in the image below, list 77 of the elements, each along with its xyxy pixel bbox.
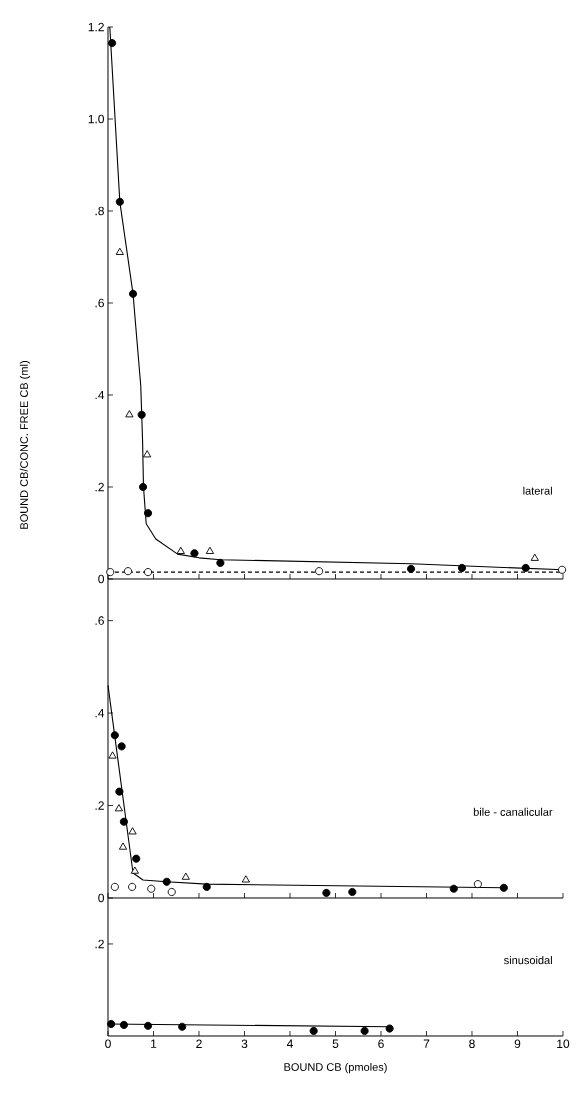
- point: [457, 563, 467, 572]
- x-tick-label: 8: [469, 1039, 475, 1049]
- point: [114, 804, 124, 812]
- point: [125, 410, 134, 418]
- x-tick-label: 2: [196, 1039, 202, 1048]
- y-tick-label: .8: [95, 206, 104, 216]
- annotation: bile - canalicular: [473, 807, 553, 816]
- point: [309, 1026, 318, 1035]
- point: [322, 888, 331, 897]
- point: [115, 197, 124, 206]
- y-tick-label: .2: [95, 801, 104, 810]
- point: [143, 568, 153, 577]
- point: [128, 882, 137, 891]
- point: [499, 883, 508, 892]
- point: [167, 887, 176, 897]
- point: [348, 887, 357, 897]
- x-tick-label: 5: [332, 1039, 339, 1048]
- point: [315, 567, 324, 576]
- point: [360, 1026, 369, 1035]
- x-axis-title: BOUND CB (pmoles): [284, 1062, 387, 1074]
- point: [241, 875, 250, 883]
- point: [143, 450, 152, 458]
- point: [110, 731, 119, 740]
- point: [190, 549, 199, 558]
- point: [216, 558, 225, 567]
- point: [115, 787, 124, 796]
- point: [176, 546, 185, 554]
- point: [110, 882, 119, 891]
- y-tick-label: .6: [95, 616, 104, 625]
- x-tick-label: 7: [423, 1039, 430, 1048]
- point: [107, 1019, 116, 1029]
- point: [119, 817, 128, 826]
- point: [181, 872, 190, 880]
- point: [530, 553, 539, 561]
- x-tick-label: 9: [514, 1039, 521, 1049]
- point: [138, 482, 148, 492]
- point: [132, 854, 141, 863]
- point: [108, 39, 117, 48]
- point: [473, 880, 482, 889]
- point: [147, 884, 156, 893]
- x-tick-label: 3: [241, 1039, 248, 1049]
- point: [406, 564, 416, 573]
- point: [128, 827, 137, 835]
- point: [115, 247, 124, 255]
- y-tick-label: .6: [95, 298, 104, 308]
- annotation: lateral: [523, 486, 552, 495]
- y-tick-label: 1.2: [88, 22, 104, 32]
- text: sinusoidal: [504, 956, 552, 965]
- point: [202, 882, 211, 891]
- x-tick-label: 6: [378, 1039, 384, 1049]
- y-tick-label: 0: [98, 893, 104, 903]
- point: [162, 877, 171, 886]
- point: [137, 410, 146, 419]
- y-tick-label: 0: [98, 574, 104, 584]
- y-tick-label: .2: [95, 482, 104, 492]
- x-tick-label: 1: [151, 1039, 157, 1048]
- point: [128, 289, 138, 298]
- y-tick-label: .4: [95, 390, 105, 400]
- point: [143, 1021, 153, 1030]
- y-tick-label: .4: [95, 708, 105, 718]
- point: [385, 1024, 394, 1033]
- point: [205, 546, 214, 554]
- point: [123, 567, 133, 576]
- point: [449, 884, 458, 893]
- y-axis-title: BOUND CB/CONC. FREE CB (ml): [19, 361, 31, 529]
- point: [118, 842, 128, 850]
- x-tick-label: 4: [286, 1039, 293, 1048]
- point: [130, 866, 139, 874]
- point: [106, 568, 115, 577]
- point: [108, 751, 117, 759]
- point: [178, 1022, 187, 1031]
- point: [117, 742, 126, 751]
- point: [143, 509, 153, 518]
- x-tick-label: 10: [557, 1039, 570, 1049]
- point: [521, 563, 530, 572]
- point: [119, 1020, 128, 1029]
- y-tick-label: 1.0: [88, 114, 104, 124]
